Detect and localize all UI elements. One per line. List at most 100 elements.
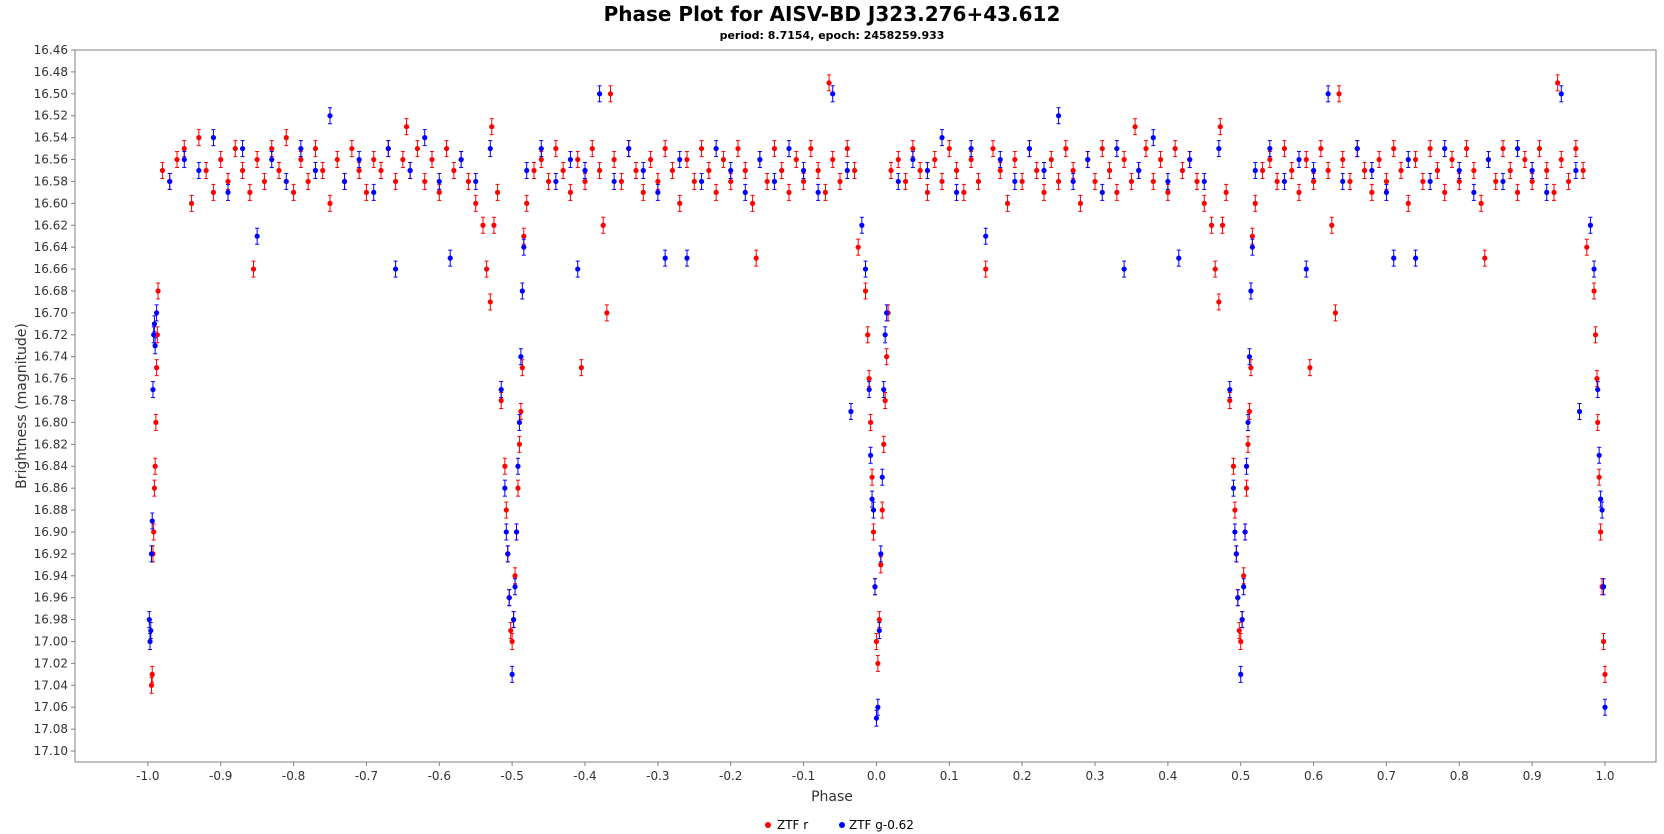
data-point [356,156,362,163]
data-point [866,376,872,382]
data-point [997,156,1003,163]
data-point [910,156,916,163]
data-point [1596,474,1602,480]
data-point [1296,156,1302,163]
data-point [1471,167,1477,174]
data-point [407,167,413,174]
data-point [895,156,901,163]
x-tick-label: -0.7 [355,769,378,783]
data-point [1132,124,1138,130]
data-point [1034,167,1040,174]
data-point [154,332,160,338]
data-point [283,135,289,141]
data-point [1573,145,1579,152]
data-point [633,167,639,174]
data-point [1267,145,1273,152]
x-tick-label: -0.1 [792,769,815,783]
data-point [879,474,885,480]
data-point [1246,354,1253,360]
y-tick-label: 16.76 [34,372,68,386]
x-tick-label: -1.0 [136,769,159,783]
data-point [800,178,807,185]
data-point [1565,178,1572,185]
series-ztf-g [146,85,1608,727]
chart-subtitle: period: 8.7154, epoch: 2458259.933 [720,29,945,42]
y-tick-label: 16.66 [34,262,68,276]
y-tick-label: 16.86 [34,481,68,495]
data-point [422,178,428,185]
data-point [1412,255,1419,261]
data-point [990,145,996,152]
x-tick-label: 0.6 [1304,769,1323,783]
data-point [844,167,850,174]
data-point [1500,145,1506,152]
data-point [786,145,792,152]
data-point [1245,441,1251,447]
x-tick-label: 0.8 [1450,769,1469,783]
data-point [254,233,260,239]
data-point [1303,156,1309,163]
data-point [151,529,157,535]
data-point [1249,244,1255,250]
data-point [1434,167,1441,174]
data-point [1536,145,1543,152]
data-point [498,397,504,404]
data-point [1085,156,1091,163]
data-point [735,145,741,152]
data-point [800,167,807,174]
data-point [868,419,874,426]
data-point [1252,200,1258,206]
data-point [878,562,884,568]
data-point [422,135,428,141]
data-point [669,167,676,174]
data-point [491,222,497,228]
x-axis-ticks: -1.0 -0.9 -0.8 -0.7 -0.6 -0.5 -0.4 -0.3 -0.2 -0.1… [136,762,1615,783]
data-point [1600,584,1607,590]
data-point [1048,156,1054,163]
data-point [575,266,581,272]
data-point [210,189,217,195]
data-point [1555,80,1561,86]
data-point [502,485,508,491]
x-tick-label: 0.1 [940,769,959,783]
data-point [146,617,152,623]
data-point [1143,145,1149,152]
y-tick-label: 16.52 [34,109,68,123]
data-point [447,255,453,261]
data-point [1325,167,1331,174]
data-point [524,200,530,206]
data-point [1216,299,1222,305]
data-point [895,178,901,185]
data-point [939,135,945,141]
y-axis-label: Brightness (magnitude) [14,323,30,489]
data-point [232,145,238,152]
data-point [494,189,501,195]
data-point [1077,200,1084,206]
data-point [684,255,690,261]
legend: ZTF r ZTF g-0.62 [765,818,914,832]
data-point [1602,671,1608,677]
data-point [508,627,514,634]
data-point [1599,507,1605,513]
data-point [876,617,882,623]
data-point [159,167,166,174]
data-point [851,167,858,174]
data-point [1383,189,1390,195]
data-point [1580,167,1586,174]
data-point [968,156,974,163]
y-tick-label: 16.48 [34,65,68,79]
x-tick-label: -0.2 [719,769,742,783]
data-point [487,299,493,305]
data-point [1576,408,1583,415]
data-point [1227,397,1233,404]
data-point [600,222,606,228]
data-point [1233,551,1239,557]
data-point [859,222,865,228]
data-point [1529,178,1535,185]
data-point [458,156,464,163]
data-point [290,189,297,195]
data-point [1243,485,1250,491]
data-point [1500,178,1506,185]
y-tick-label: 16.78 [34,394,68,408]
data-point [487,145,493,152]
